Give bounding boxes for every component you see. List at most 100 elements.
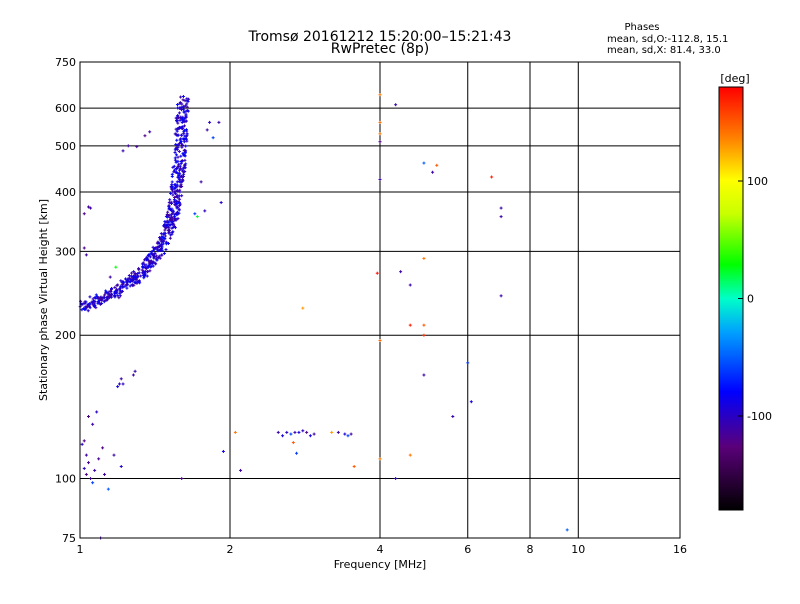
data-point bbox=[297, 430, 301, 434]
data-point bbox=[157, 254, 161, 258]
data-point bbox=[171, 210, 175, 214]
y-axis-label: Stationary phase Virtual Height [km] bbox=[37, 199, 50, 401]
data-point bbox=[83, 307, 87, 311]
data-point bbox=[565, 528, 569, 532]
data-point bbox=[378, 338, 382, 342]
data-point bbox=[152, 248, 156, 252]
data-point bbox=[375, 271, 379, 275]
data-point bbox=[171, 193, 175, 197]
data-point bbox=[162, 231, 166, 235]
data-point bbox=[281, 434, 285, 438]
data-point bbox=[176, 134, 180, 138]
data-point bbox=[117, 296, 121, 300]
data-point bbox=[179, 183, 183, 187]
data-point bbox=[165, 215, 169, 219]
data-point bbox=[378, 140, 382, 144]
data-point bbox=[153, 261, 157, 265]
data-point bbox=[86, 414, 90, 418]
data-point bbox=[148, 130, 152, 134]
data-point bbox=[96, 300, 100, 304]
data-point bbox=[173, 195, 177, 199]
data-point bbox=[233, 430, 237, 434]
data-point bbox=[145, 274, 149, 278]
data-point bbox=[130, 278, 134, 282]
data-point bbox=[127, 276, 131, 280]
data-point bbox=[183, 124, 187, 128]
data-point bbox=[168, 236, 172, 240]
data-point bbox=[168, 198, 172, 202]
data-point bbox=[84, 453, 88, 457]
data-point bbox=[174, 160, 178, 164]
data-point bbox=[175, 146, 179, 150]
data-point bbox=[124, 283, 128, 287]
data-point bbox=[343, 432, 347, 436]
data-point bbox=[183, 151, 187, 155]
x-tick-label: 6 bbox=[464, 543, 471, 556]
data-point bbox=[276, 430, 280, 434]
x-tick-label: 16 bbox=[673, 543, 687, 556]
data-point bbox=[82, 306, 86, 310]
data-point bbox=[162, 239, 166, 243]
data-point bbox=[115, 288, 119, 292]
data-point bbox=[135, 274, 139, 278]
data-point bbox=[165, 223, 169, 227]
colorbar-tick-label: 100 bbox=[747, 175, 768, 188]
data-point bbox=[180, 117, 184, 121]
data-point bbox=[85, 305, 89, 309]
data-point bbox=[180, 133, 184, 137]
data-point bbox=[195, 215, 199, 219]
data-point bbox=[174, 142, 178, 146]
data-point bbox=[80, 442, 84, 446]
data-point bbox=[141, 261, 145, 265]
data-point bbox=[145, 265, 149, 269]
data-point bbox=[125, 286, 129, 290]
data-point bbox=[150, 264, 154, 268]
data-point bbox=[118, 294, 122, 298]
y-tick-label: 200 bbox=[55, 329, 76, 342]
data-point bbox=[431, 170, 435, 174]
data-point bbox=[394, 103, 398, 107]
data-point bbox=[101, 295, 105, 299]
data-point bbox=[136, 271, 140, 275]
data-point bbox=[152, 260, 156, 264]
data-point bbox=[132, 274, 136, 278]
data-point bbox=[168, 206, 172, 210]
colorbar-tick-label: 0 bbox=[747, 293, 754, 306]
data-point bbox=[173, 202, 177, 206]
data-point bbox=[208, 120, 212, 124]
x-tick-label: 2 bbox=[227, 543, 234, 556]
y-tick-label: 600 bbox=[55, 102, 76, 115]
data-point bbox=[150, 250, 154, 254]
data-point bbox=[163, 228, 167, 232]
data-point bbox=[175, 183, 179, 187]
data-point bbox=[305, 430, 309, 434]
data-point bbox=[177, 142, 181, 146]
data-point bbox=[179, 161, 183, 165]
data-point bbox=[174, 189, 178, 193]
data-point bbox=[490, 175, 494, 179]
data-point bbox=[217, 120, 221, 124]
data-point bbox=[180, 168, 184, 172]
data-point bbox=[183, 170, 187, 174]
data-point bbox=[132, 283, 136, 287]
data-point bbox=[378, 177, 382, 181]
data-point bbox=[145, 270, 149, 274]
data-point bbox=[175, 167, 179, 171]
data-point bbox=[151, 253, 155, 257]
data-point bbox=[132, 277, 136, 281]
colorbar-label: [deg] bbox=[720, 72, 749, 85]
data-point bbox=[89, 477, 93, 481]
data-point bbox=[170, 172, 174, 176]
data-point bbox=[177, 194, 181, 198]
data-point bbox=[199, 180, 203, 184]
data-point bbox=[97, 457, 101, 461]
data-point bbox=[178, 126, 182, 130]
data-point bbox=[378, 132, 382, 136]
data-point bbox=[106, 292, 110, 296]
data-point bbox=[178, 175, 182, 179]
data-point bbox=[110, 286, 114, 290]
data-point bbox=[169, 200, 173, 204]
data-point bbox=[182, 128, 186, 132]
data-point bbox=[422, 333, 426, 337]
data-point bbox=[80, 308, 84, 312]
